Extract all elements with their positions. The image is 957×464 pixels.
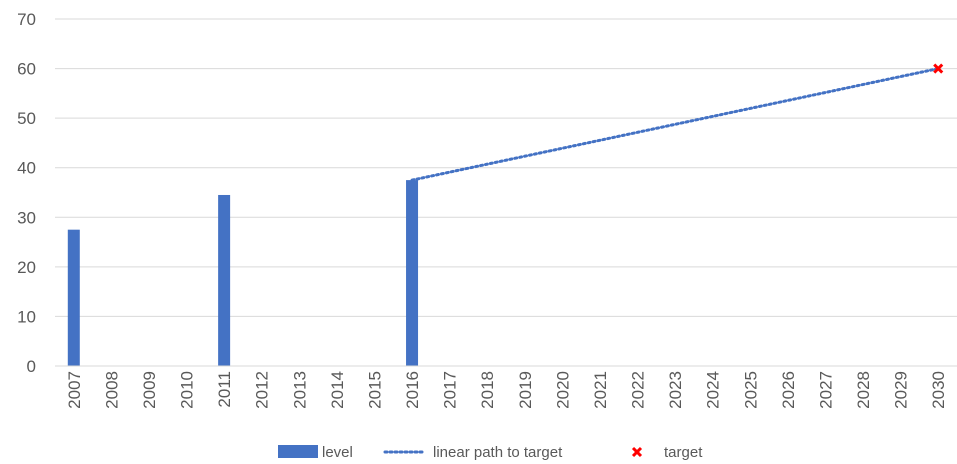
x-tick-label: 2015 bbox=[365, 371, 384, 409]
gridlines bbox=[55, 18, 957, 317]
x-tick-label: 2012 bbox=[253, 371, 272, 409]
lines bbox=[410, 67, 940, 182]
y-tick-label: 50 bbox=[17, 109, 36, 128]
x-tick-label: 2028 bbox=[854, 371, 873, 409]
x-tick-label: 2026 bbox=[779, 371, 798, 409]
bars bbox=[67, 180, 419, 366]
y-tick-label: 10 bbox=[17, 307, 36, 326]
legend-label-linear-path: linear path to target bbox=[433, 444, 563, 461]
bar-level-2016 bbox=[406, 180, 419, 366]
x-tick-label: 2014 bbox=[328, 371, 347, 409]
y-tick-label: 20 bbox=[17, 258, 36, 277]
x-tick-label: 2011 bbox=[215, 371, 234, 408]
x-tick-label: 2025 bbox=[741, 371, 760, 409]
x-tick-label: 2030 bbox=[929, 371, 948, 409]
y-tick-label: 60 bbox=[17, 60, 36, 79]
x-tick-label: 2010 bbox=[178, 371, 197, 409]
x-tick-label: 2027 bbox=[816, 371, 835, 409]
x-tick-label: 2029 bbox=[892, 371, 911, 409]
y-tick-label: 40 bbox=[17, 159, 36, 178]
bar-level-2007 bbox=[67, 229, 80, 366]
x-tick-label: 2024 bbox=[704, 371, 723, 409]
x-tick-label: 2017 bbox=[441, 371, 460, 409]
markers bbox=[933, 63, 944, 74]
y-tick-label: 30 bbox=[17, 208, 36, 227]
bar-level-2011 bbox=[218, 194, 231, 366]
x-tick-label: 2013 bbox=[290, 371, 309, 409]
x-tick-label: 2020 bbox=[553, 371, 572, 409]
legend-label-level: level bbox=[322, 444, 353, 461]
x-axis-ticks: 2007 2008 2009 2010 2011 2012 2013 2014 2015 2016… bbox=[65, 371, 948, 409]
x-tick-label: 2018 bbox=[478, 371, 497, 409]
line-linear-path bbox=[410, 67, 940, 182]
y-axis-ticks: 0 10 20 30 40 50 60 70 bbox=[17, 10, 36, 376]
x-tick-label: 2016 bbox=[403, 371, 422, 409]
legend-swatch-target bbox=[631, 446, 643, 458]
x-tick-label: 2007 bbox=[65, 371, 84, 409]
x-tick-label: 2022 bbox=[629, 371, 648, 409]
target-marker bbox=[933, 63, 944, 74]
x-tick-label: 2019 bbox=[516, 371, 535, 409]
legend-label-target: target bbox=[664, 444, 703, 461]
x-tick-label: 2021 bbox=[591, 371, 610, 409]
y-tick-label: 0 bbox=[27, 357, 36, 376]
y-tick-label: 70 bbox=[17, 10, 36, 29]
legend-swatch-level bbox=[278, 445, 318, 458]
legend: level linear path to target target bbox=[278, 444, 703, 461]
x-tick-label: 2009 bbox=[140, 371, 159, 409]
x-tick-label: 2008 bbox=[102, 371, 121, 409]
x-tick-label: 2023 bbox=[666, 371, 685, 409]
